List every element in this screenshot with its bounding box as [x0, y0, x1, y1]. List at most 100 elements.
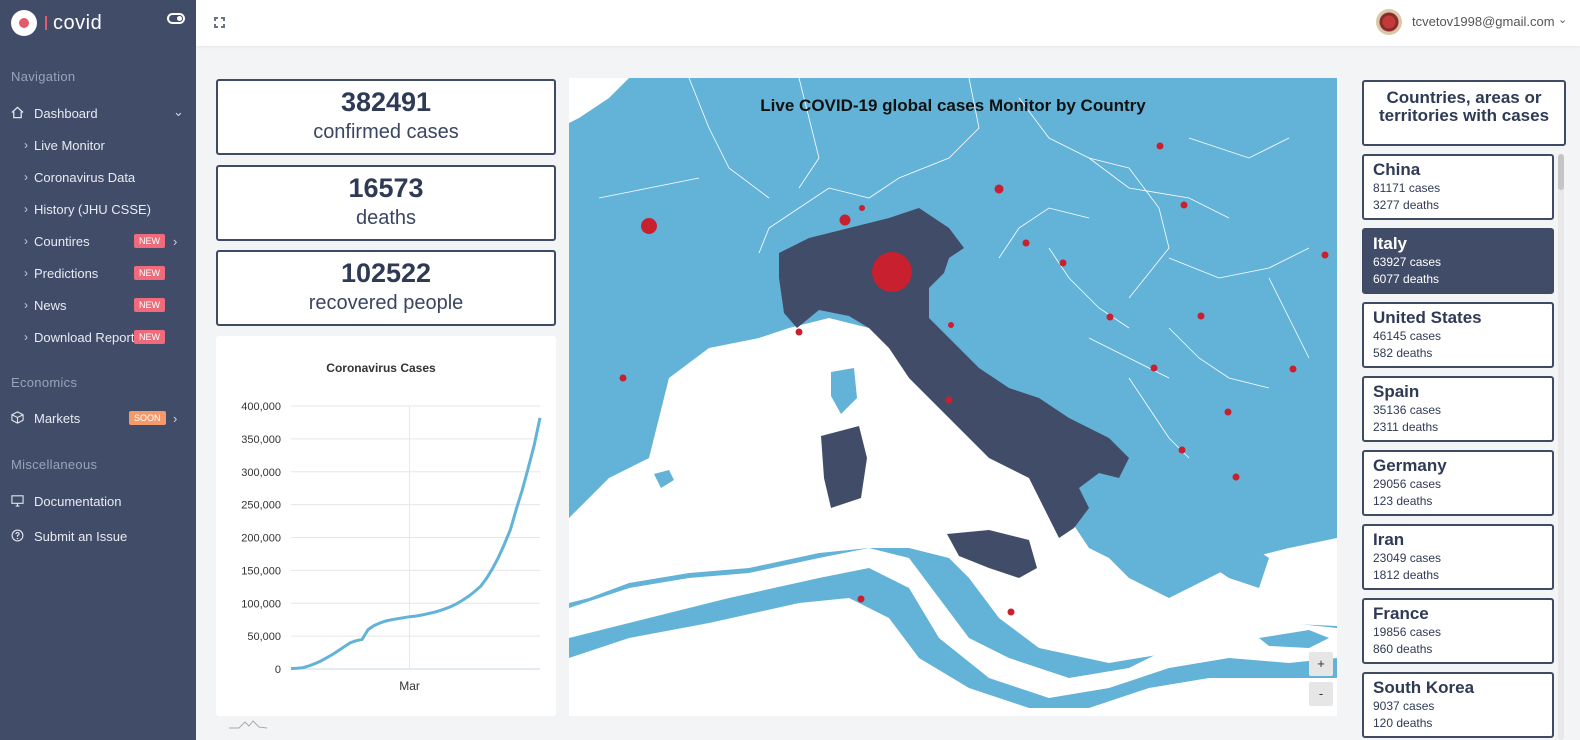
- case-marker: [859, 205, 865, 211]
- y-tick-label: 250,000: [241, 500, 281, 512]
- case-marker: [994, 184, 1004, 194]
- y-tick-label: 400,000: [241, 401, 281, 413]
- case-marker: [945, 396, 953, 404]
- confirmed-cases-caption: confirmed cases: [313, 121, 459, 143]
- case-marker: [857, 595, 865, 603]
- case-marker: [1022, 239, 1030, 247]
- x-tick-label: Mar: [399, 679, 420, 693]
- sidebar-item-countries[interactable]: › Countires NEW ›: [0, 230, 196, 252]
- land-north-white-coast: [569, 78, 629, 123]
- sidebar-item-news[interactable]: › News NEW: [0, 294, 196, 316]
- case-marker: [619, 374, 627, 382]
- zoom-out-button[interactable]: -: [1309, 682, 1333, 706]
- country-list-scrollbar[interactable]: [1558, 154, 1564, 740]
- country-name: South Korea: [1373, 678, 1475, 697]
- logo-text: covid: [53, 11, 103, 34]
- y-tick-label: 350,000: [241, 434, 281, 446]
- chevron-down-icon: ⌄: [173, 104, 184, 119]
- case-marker: [1178, 446, 1186, 454]
- app-logo[interactable]: covid: [11, 9, 102, 37]
- sidebar-toggle-icon[interactable]: [167, 13, 185, 24]
- chevron-down-icon[interactable]: ⌄: [1558, 14, 1568, 26]
- confirmed-cases-value: 382491: [340, 87, 432, 117]
- zoom-in-button[interactable]: +: [1309, 652, 1333, 676]
- case-marker: [641, 218, 657, 234]
- country-deaths: 1812 deaths: [1373, 568, 1440, 582]
- case-marker: [1289, 365, 1297, 373]
- country-cases: 23049 cases: [1373, 551, 1442, 565]
- sidebar-item-dashboard[interactable]: Dashboard ⌄: [0, 102, 196, 124]
- country-name: Iran: [1373, 530, 1405, 549]
- sidebar-item-download-report[interactable]: › Download Report NEW: [0, 326, 196, 348]
- country-cases: 19856 cases: [1373, 625, 1442, 639]
- sidebar-item-label: Coronavirus Data: [34, 169, 136, 185]
- case-marker: [1224, 408, 1232, 416]
- chevron-right-icon: ›: [173, 410, 178, 426]
- sidebar-item-coronavirus-data[interactable]: › Coronavirus Data: [0, 166, 196, 188]
- case-marker: [1180, 201, 1188, 209]
- chevron-right-icon: ›: [173, 233, 178, 249]
- recovered-card: 102522 recovered people: [216, 250, 556, 326]
- case-markers: [619, 142, 1329, 616]
- sidebar-item-label: Documentation: [34, 493, 122, 509]
- country-item[interactable]: Germany 29056 cases 123 deaths: [1362, 450, 1554, 516]
- country-item[interactable]: Spain 35136 cases 2311 deaths: [1362, 376, 1554, 442]
- sidebar-item-markets[interactable]: Markets SOON ›: [0, 407, 196, 429]
- sidebar-item-live-monitor[interactable]: › Live Monitor: [0, 134, 196, 156]
- case-marker: [839, 214, 851, 226]
- recovered-caption: recovered people: [308, 292, 464, 314]
- new-badge: NEW: [134, 330, 165, 344]
- y-tick-label: 150,000: [241, 565, 281, 577]
- case-marker: [948, 322, 954, 328]
- country-deaths: 582 deaths: [1373, 346, 1433, 360]
- sidebar-item-label: Dashboard: [34, 105, 98, 121]
- world-map[interactable]: Live COVID-19 global cases Monitor by Co…: [569, 78, 1337, 716]
- country-name: Germany: [1373, 456, 1447, 475]
- country-item[interactable]: China 81171 cases 3277 deaths: [1362, 154, 1554, 220]
- corsica: [831, 368, 857, 414]
- fullscreen-icon[interactable]: [213, 16, 226, 29]
- country-cases: 46145 cases: [1373, 329, 1442, 343]
- balearic: [654, 470, 674, 488]
- case-marker: [1197, 312, 1205, 320]
- country-cases: 35136 cases: [1373, 403, 1442, 417]
- chevron-right-icon: ›: [24, 298, 28, 312]
- case-marker: [795, 328, 803, 336]
- case-marker: [1007, 608, 1015, 616]
- y-tick-label: 300,000: [241, 467, 281, 479]
- chevron-right-icon: ›: [24, 170, 28, 184]
- case-marker: [1059, 259, 1067, 267]
- soon-badge: SOON: [129, 411, 166, 425]
- y-tick-label: 0: [275, 664, 281, 676]
- mini-sparkline-icon: [229, 720, 267, 729]
- italy-case-marker: [872, 252, 912, 292]
- avatar[interactable]: [1376, 9, 1402, 35]
- sidebar-item-label: History (JHU CSSE): [34, 201, 152, 217]
- case-marker: [1150, 364, 1158, 372]
- new-badge: NEW: [134, 234, 165, 248]
- country-deaths: 6077 deaths: [1373, 272, 1440, 286]
- confirmed-cases-card: 382491 confirmed cases: [216, 79, 556, 155]
- country-cases: 63927 cases: [1373, 255, 1442, 269]
- sidebar-item-documentation[interactable]: Documentation: [0, 490, 196, 512]
- sidebar-item-label: News: [34, 297, 67, 313]
- sardinia: [821, 426, 867, 508]
- recovered-value: 102522: [340, 258, 432, 288]
- country-item[interactable]: Italy 63927 cases 6077 deaths: [1362, 228, 1554, 294]
- country-item[interactable]: South Korea 9037 cases 120 deaths: [1362, 672, 1554, 738]
- sidebar-item-submit-issue[interactable]: Submit an Issue: [0, 525, 196, 547]
- country-item[interactable]: United States 46145 cases 582 deaths: [1362, 302, 1554, 368]
- country-borders: [598, 78, 1310, 459]
- deaths-caption: deaths: [355, 207, 417, 229]
- sidebar-item-label: Submit an Issue: [34, 528, 128, 544]
- country-deaths: 2311 deaths: [1373, 420, 1439, 434]
- country-item[interactable]: Iran 23049 cases 1812 deaths: [1362, 524, 1554, 590]
- case-marker: [1321, 251, 1329, 259]
- country-item[interactable]: France 19856 cases 860 deaths: [1362, 598, 1554, 664]
- cases-line-chart: Coronavirus Cases 0 50,000 100,000 150,000 2…: [241, 361, 542, 693]
- sidebar-item-predictions[interactable]: › Predictions NEW: [0, 262, 196, 284]
- user-email[interactable]: tcvetov1998@gmail.com: [1412, 14, 1555, 29]
- sidebar-item-history[interactable]: › History (JHU CSSE): [0, 198, 196, 220]
- deaths-value: 16573: [348, 173, 424, 203]
- section-economics: Economics: [11, 375, 78, 390]
